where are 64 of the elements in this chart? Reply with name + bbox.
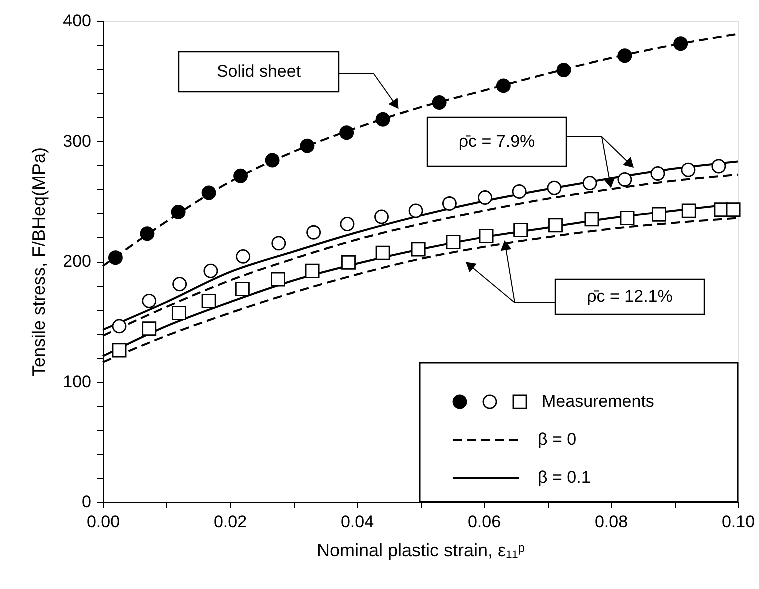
- point: [582, 176, 598, 191]
- point: [442, 196, 457, 211]
- point: [478, 190, 492, 205]
- point: [376, 246, 390, 260]
- legend-label: Measurements: [542, 392, 654, 411]
- point: [340, 126, 354, 140]
- point: [171, 204, 186, 220]
- x-tick-label: 0.08: [594, 512, 628, 532]
- legend-label: β = 0: [538, 430, 577, 449]
- point: [512, 184, 527, 199]
- x-tick-label: 0.10: [722, 512, 756, 532]
- point: [305, 264, 320, 278]
- point: [108, 250, 123, 266]
- point: [618, 48, 632, 64]
- point: [235, 282, 250, 296]
- point: [265, 153, 280, 168]
- annotation: ρ̄c = 7.9%: [458, 132, 536, 151]
- point: [650, 166, 666, 181]
- point: [674, 36, 688, 52]
- point: [411, 242, 426, 257]
- y-tick-label: 400: [63, 12, 92, 30]
- point: [204, 264, 218, 278]
- point: [432, 96, 447, 110]
- annotation: Solid sheet: [216, 62, 302, 81]
- point: [726, 202, 741, 218]
- point: [202, 294, 216, 308]
- point: [548, 218, 563, 233]
- point: [272, 236, 286, 251]
- y-axis-title: Tensile stress, F/BHeq(MPa): [29, 147, 50, 377]
- point: [271, 272, 286, 287]
- point: [556, 63, 572, 78]
- point: [514, 223, 528, 238]
- point: [681, 162, 696, 178]
- x-tick-label: 0.04: [340, 512, 374, 532]
- point: [140, 226, 155, 242]
- point: [142, 322, 157, 336]
- point: [496, 78, 511, 94]
- y-tick-label: 300: [63, 132, 92, 151]
- point: [234, 168, 248, 184]
- legend-label: β = 0.1: [538, 468, 591, 487]
- point: [620, 210, 635, 226]
- point: [618, 172, 632, 187]
- point: [112, 319, 127, 334]
- point: [584, 212, 600, 227]
- y-tick-label: 0: [82, 492, 92, 512]
- point: [712, 159, 726, 174]
- point: [300, 138, 315, 154]
- point: [112, 343, 127, 358]
- point: [547, 180, 562, 196]
- point: [202, 186, 216, 200]
- x-tick-label: 0.06: [468, 512, 502, 532]
- point: [376, 112, 390, 127]
- annotation: ρ̄c = 12.1%: [587, 287, 673, 306]
- point: [652, 207, 666, 222]
- point: [342, 255, 356, 270]
- x-tick-label: 0.00: [86, 512, 120, 532]
- point: [479, 229, 494, 244]
- point: [682, 204, 696, 218]
- x-axis-title: Nominal plastic strain, ε₁₁ᵖ: [316, 540, 526, 560]
- y-tick-label: 200: [63, 252, 92, 271]
- point: [446, 235, 461, 250]
- x-tick-label: 0.02: [214, 512, 248, 532]
- y-tick-label: 100: [63, 372, 92, 392]
- point: [172, 306, 186, 320]
